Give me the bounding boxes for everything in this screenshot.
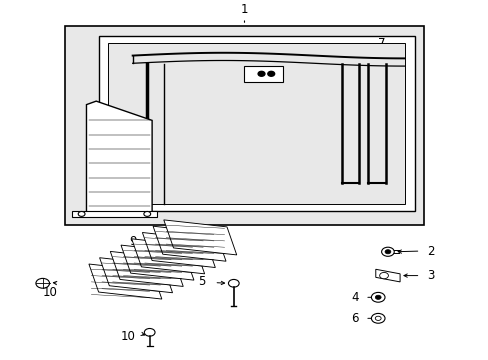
Polygon shape bbox=[89, 264, 162, 299]
Polygon shape bbox=[100, 258, 172, 293]
Circle shape bbox=[143, 211, 150, 216]
Circle shape bbox=[384, 250, 390, 254]
Circle shape bbox=[144, 328, 155, 336]
Polygon shape bbox=[131, 239, 204, 274]
Text: 4: 4 bbox=[350, 291, 358, 304]
Text: 9: 9 bbox=[129, 235, 136, 248]
Polygon shape bbox=[108, 43, 404, 204]
Circle shape bbox=[371, 292, 384, 302]
Polygon shape bbox=[153, 226, 225, 261]
Text: 5: 5 bbox=[198, 275, 205, 288]
Bar bbox=[244, 66, 283, 82]
Polygon shape bbox=[72, 211, 157, 217]
Text: 8: 8 bbox=[102, 151, 109, 164]
Circle shape bbox=[374, 316, 380, 320]
Text: 2: 2 bbox=[426, 244, 433, 257]
Polygon shape bbox=[163, 220, 236, 255]
Circle shape bbox=[36, 278, 49, 288]
Polygon shape bbox=[86, 101, 152, 213]
Circle shape bbox=[78, 211, 85, 216]
Text: 1: 1 bbox=[240, 3, 248, 16]
Circle shape bbox=[267, 71, 274, 76]
Polygon shape bbox=[121, 245, 194, 280]
Text: 7: 7 bbox=[377, 37, 385, 50]
Circle shape bbox=[371, 314, 384, 323]
Text: 10: 10 bbox=[42, 286, 57, 299]
Polygon shape bbox=[142, 233, 215, 267]
Bar bbox=[64, 26, 424, 225]
Polygon shape bbox=[375, 269, 399, 282]
Polygon shape bbox=[99, 36, 414, 211]
Circle shape bbox=[374, 295, 380, 300]
Text: 6: 6 bbox=[350, 312, 358, 325]
Text: 10: 10 bbox=[120, 330, 135, 343]
Polygon shape bbox=[110, 251, 183, 287]
Circle shape bbox=[258, 71, 264, 76]
Circle shape bbox=[228, 279, 239, 287]
Text: 3: 3 bbox=[426, 269, 433, 282]
Circle shape bbox=[381, 247, 393, 256]
Circle shape bbox=[379, 273, 387, 279]
